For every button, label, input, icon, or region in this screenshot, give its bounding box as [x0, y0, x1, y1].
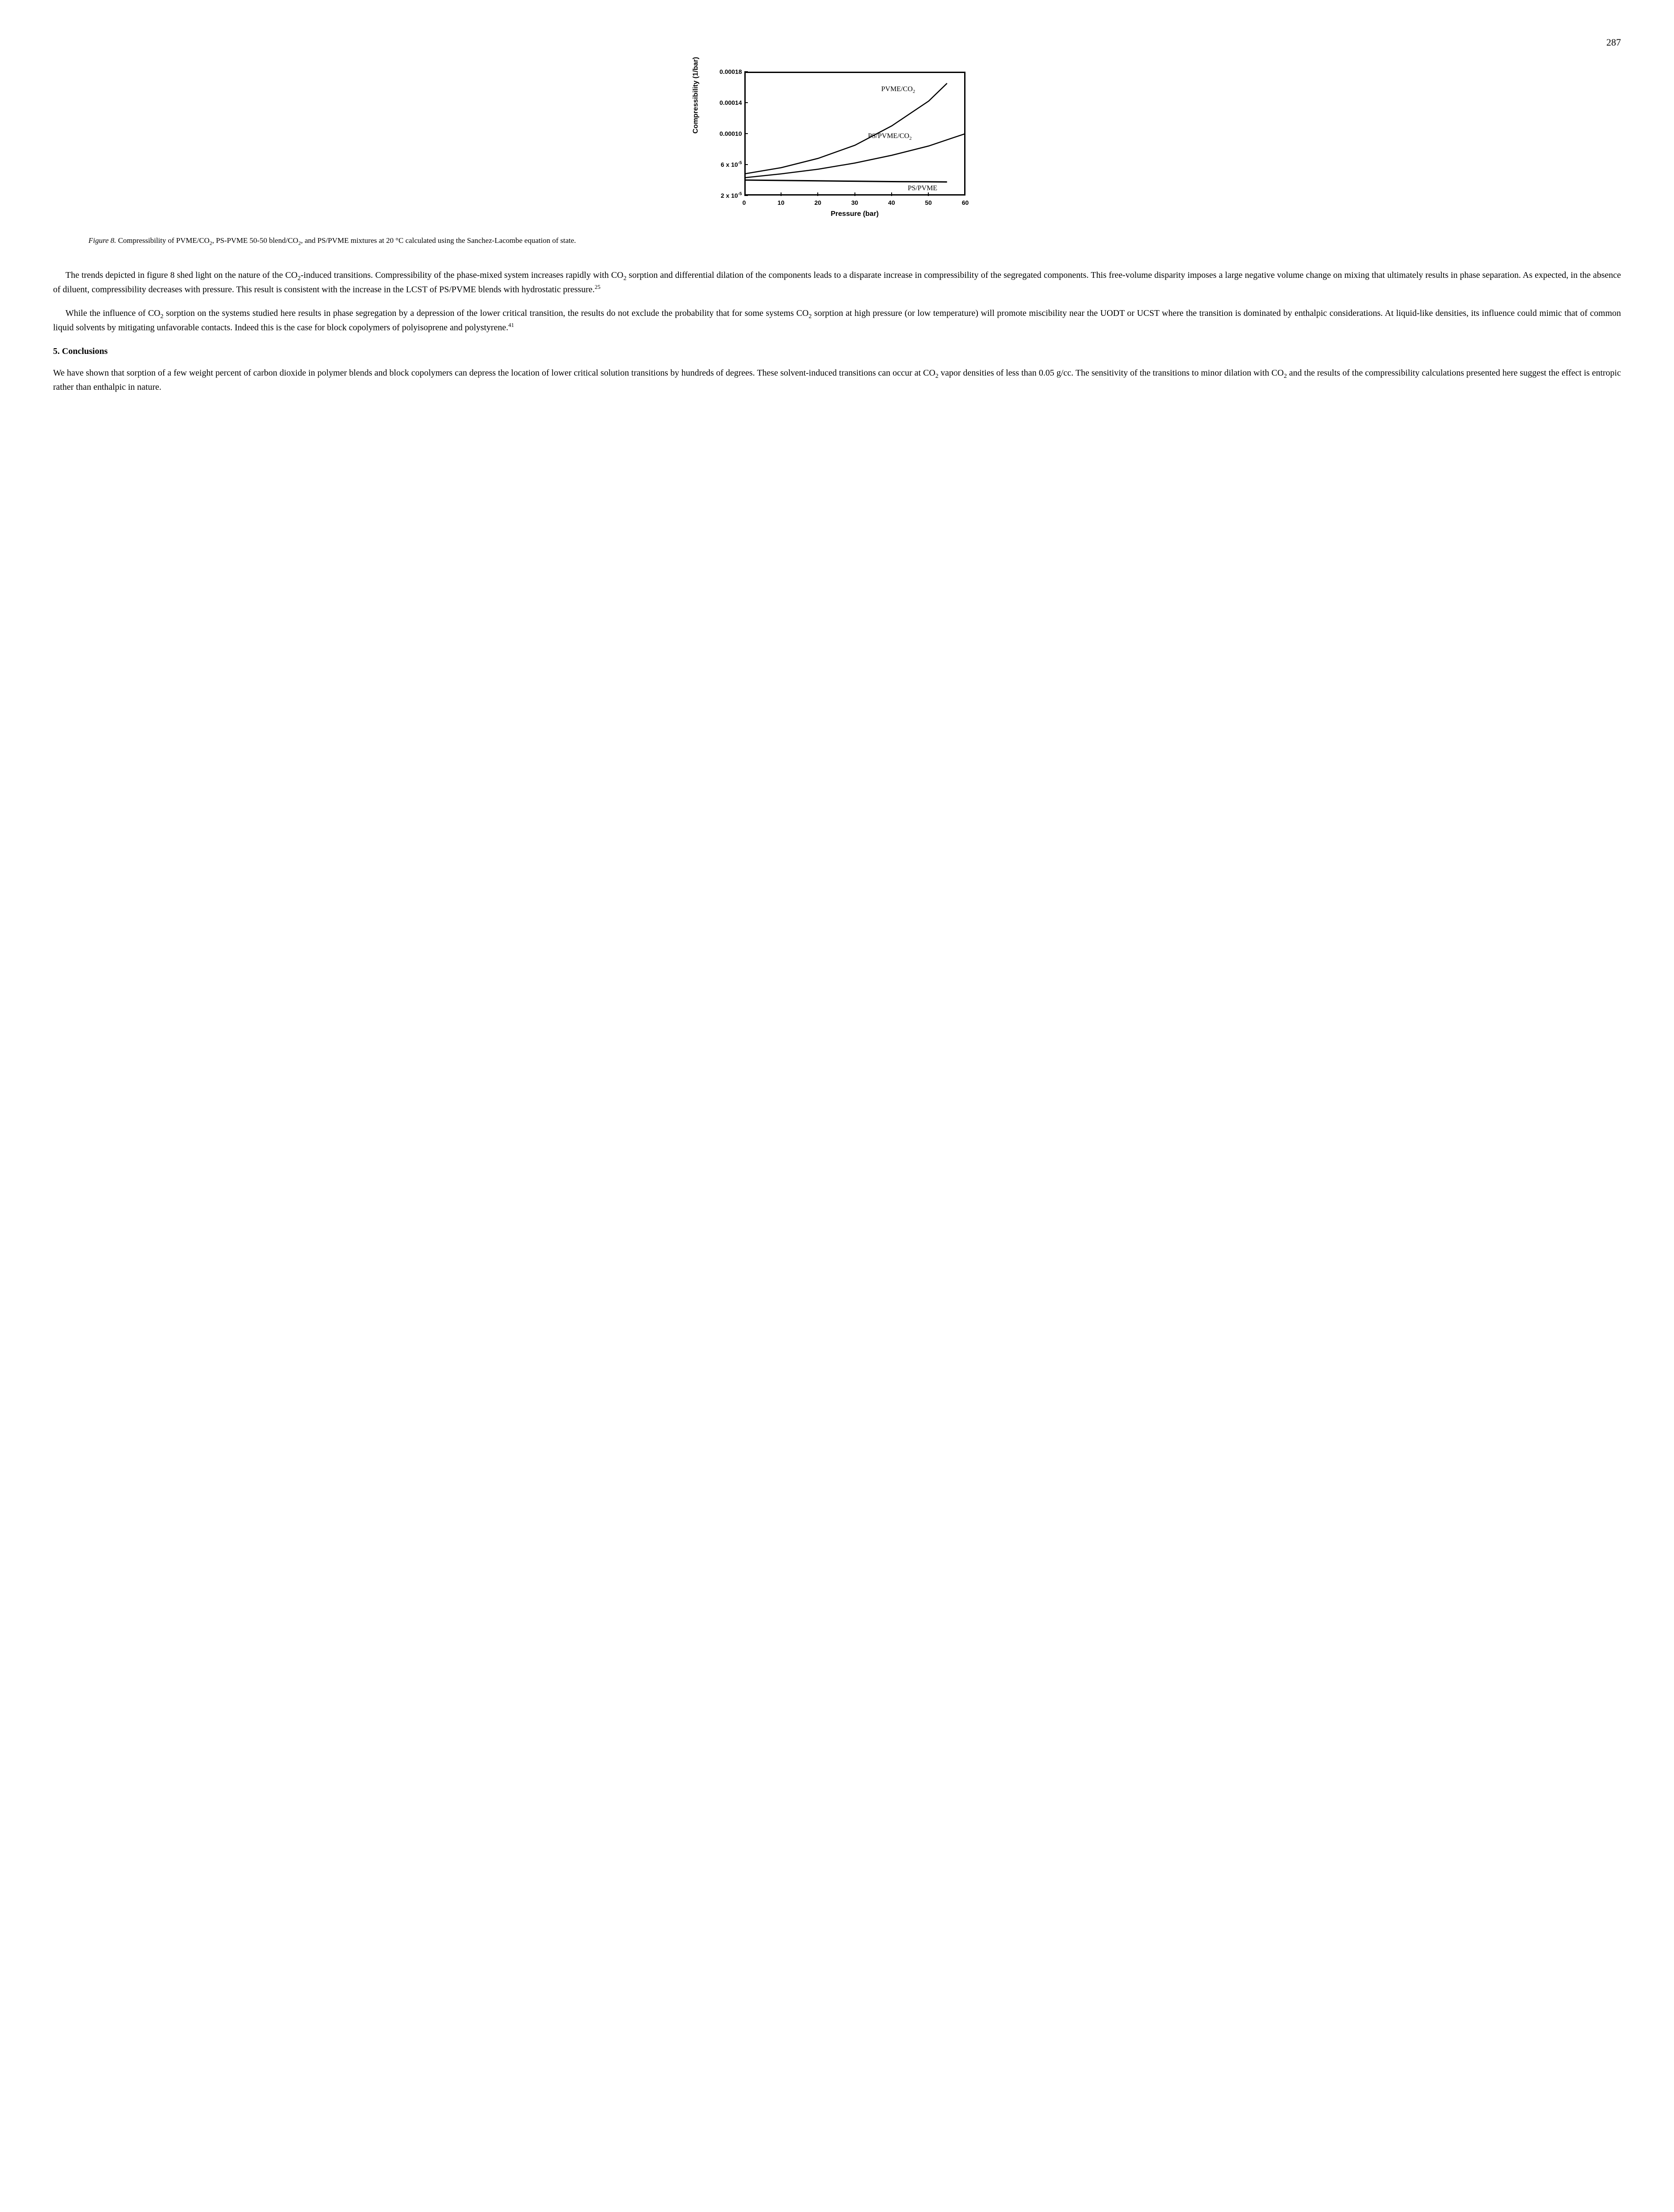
x-tick-label: 60	[962, 198, 969, 207]
y-tick-label: 2 x 10-5	[721, 191, 742, 200]
x-tick-mark	[817, 192, 818, 196]
y-tick-mark	[744, 195, 748, 196]
figure-caption: Figure 8. Compressibility of PVME/CO2, P…	[88, 235, 1586, 247]
series-curve	[744, 83, 947, 174]
x-tick-mark	[854, 192, 855, 196]
y-tick-label: 6 x 10-5	[721, 160, 742, 169]
series-label: PS/PVME	[908, 183, 938, 193]
series-curve	[744, 180, 947, 182]
x-tick-label: 10	[778, 198, 785, 207]
conclusion-paragraph: We have shown that sorption of a few wei…	[53, 367, 1621, 394]
section-heading: 5. Conclusions	[53, 345, 1621, 358]
series-curve	[744, 134, 965, 178]
chart-container: Compressibility (1/bar) Pressure (bar) 2…	[53, 67, 1621, 218]
y-tick-label: 0.00010	[720, 129, 742, 138]
y-tick-label: 0.00018	[720, 67, 742, 76]
chart-curves	[744, 72, 965, 196]
y-tick-label: 0.00014	[720, 98, 742, 107]
x-tick-mark	[891, 192, 892, 196]
series-label: PS/PVME/CO2	[868, 131, 912, 142]
series-label: PVME/CO2	[881, 84, 916, 96]
y-tick-mark	[744, 71, 748, 72]
page-number: 287	[53, 35, 1621, 50]
y-axis-label: Compressibility (1/bar)	[690, 57, 701, 134]
caption-lead: Figure 8.	[88, 236, 116, 245]
y-tick-mark	[744, 133, 748, 134]
caption-body: Compressibility of PVME/CO2, PS-PVME 50-…	[118, 236, 576, 245]
y-tick-mark	[744, 102, 748, 103]
x-axis-label: Pressure (bar)	[744, 209, 965, 219]
x-tick-label: 40	[888, 198, 895, 207]
x-tick-label: 20	[814, 198, 821, 207]
paragraph-1: The trends depicted in figure 8 shed lig…	[53, 269, 1621, 296]
x-tick-label: 50	[925, 198, 932, 207]
x-tick-label: 0	[743, 198, 746, 207]
x-tick-label: 30	[851, 198, 858, 207]
compressibility-chart: Compressibility (1/bar) Pressure (bar) 2…	[696, 67, 979, 218]
paragraph-2: While the influence of CO2 sorption on t…	[53, 307, 1621, 334]
y-tick-mark	[744, 164, 748, 165]
